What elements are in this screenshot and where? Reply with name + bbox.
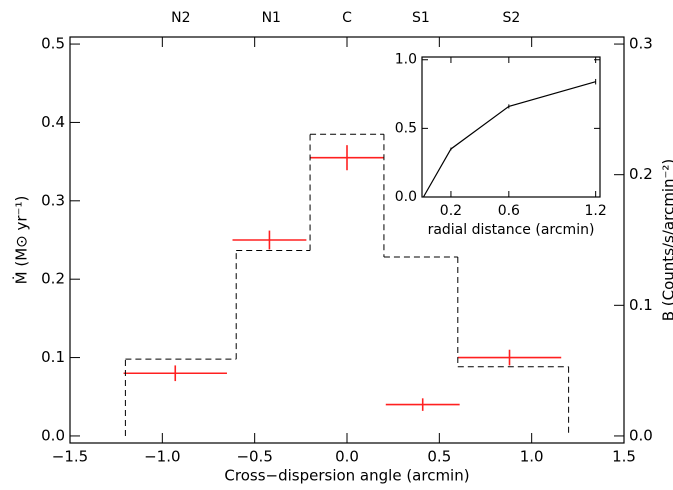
y2-axis-label: B (Counts/s/arcmin⁻²): [660, 159, 673, 322]
x-tick-label: 0.5: [427, 448, 451, 466]
y-tick-label: 0.2: [41, 270, 65, 288]
y2-tick-label: 0.0: [629, 426, 653, 444]
y-tick-label: 0.0: [395, 189, 417, 205]
region-label: C: [342, 10, 352, 26]
data-line: [422, 81, 596, 198]
region-label: S1: [412, 10, 430, 26]
x-tick-label: 1.0: [520, 448, 544, 466]
y2-tick-label: 0.1: [629, 296, 653, 314]
x-axis-label: radial distance (arcmin): [428, 222, 595, 238]
y-tick-label: 0.0: [41, 426, 65, 444]
x-tick-label: 1.5: [612, 448, 636, 466]
y2-tick-label: 0.2: [629, 165, 653, 183]
region-label: S2: [502, 10, 520, 26]
y-tick-label: 0.3: [41, 191, 65, 209]
x-tick-label: −1.5: [52, 448, 88, 466]
x-tick-label: −1.0: [144, 448, 180, 466]
y-tick-label: 0.4: [41, 113, 65, 131]
x-tick-label: 0.6: [498, 203, 520, 219]
y-tick-label: 0.1: [41, 348, 65, 366]
x-axis-label: Cross−dispersion angle (arcmin): [224, 467, 469, 485]
y-axis-label: Ṁ (M⊙ yr⁻¹): [12, 196, 31, 285]
x-tick-label: −0.5: [236, 448, 272, 466]
y-tick-label: 0.5: [41, 35, 65, 53]
x-tick-label: 1.2: [585, 203, 607, 219]
x-tick-label: 0.2: [440, 203, 462, 219]
y2-tick-label: 0.3: [629, 35, 653, 53]
region-label: N2: [171, 10, 190, 26]
region-label: N1: [262, 10, 281, 26]
x-tick-label: 0.0: [335, 448, 359, 466]
y-tick-label: 0.5: [395, 120, 417, 136]
plot-frame: [421, 56, 601, 198]
y-tick-label: 1.0: [395, 52, 417, 68]
